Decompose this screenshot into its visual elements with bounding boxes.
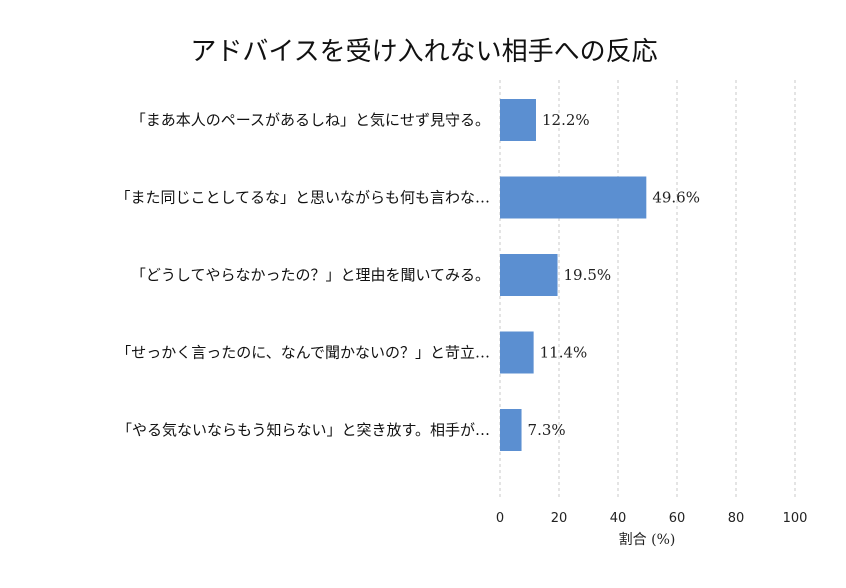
bars (500, 99, 647, 451)
value-labels: 12.2% 49.6% 19.5% 11.4% 7.3% (528, 111, 700, 439)
value-label: 19.5% (564, 266, 612, 284)
category-label: 「どうしてやらなかったの？」と理由を聞いてみる。 (131, 266, 490, 284)
category-label: 「やる気ないならもう知らない」と突き放す。相手が… (117, 421, 490, 439)
bar (500, 176, 647, 219)
x-tick-label: 0 (496, 511, 504, 526)
value-label: 7.3% (528, 421, 566, 439)
x-tick-label: 100 (783, 511, 808, 526)
bar (500, 331, 534, 374)
chart-title: アドバイスを受け入れない相手への反応 (190, 37, 657, 67)
x-tick-label: 80 (728, 511, 745, 526)
x-axis-label: 割合 (%) (619, 531, 676, 548)
x-tick-label: 60 (669, 511, 686, 526)
x-tick-labels: 0 20 40 60 80 100 (496, 511, 808, 526)
category-label: 「また同じことしてるな」と思いながらも何も言わな… (115, 189, 490, 207)
value-label: 49.6% (652, 189, 700, 207)
bar (500, 409, 522, 451)
category-label: 「せっかく言ったのに、なんで聞かないの？」と苛立… (116, 344, 490, 362)
value-label: 12.2% (542, 111, 590, 129)
x-tick-label: 40 (610, 511, 627, 526)
x-tick-label: 20 (551, 511, 568, 526)
bar (500, 99, 536, 141)
value-label: 11.4% (540, 344, 588, 362)
category-labels: 「まあ本人のペースがあるしね」と気にせず見守る。「また同じことしてるな」と思いな… (115, 111, 490, 439)
bar (500, 254, 558, 296)
category-label: 「まあ本人のペースがあるしね」と気にせず見守る。 (131, 111, 490, 129)
